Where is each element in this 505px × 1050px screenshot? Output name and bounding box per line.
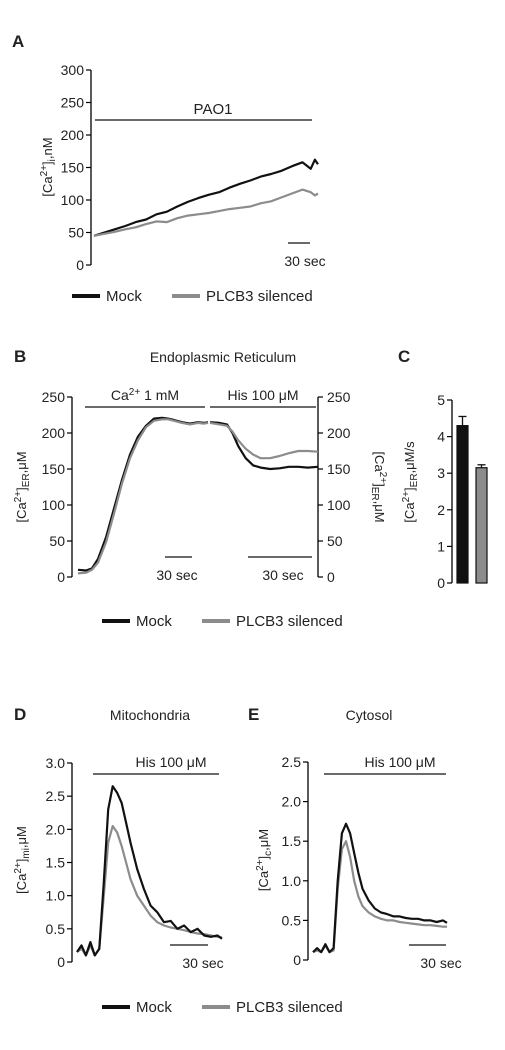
panel-e-y-tick-label: 2.5 bbox=[282, 754, 302, 770]
panel-d-series-mock bbox=[76, 785, 223, 957]
panel-letter-c: C bbox=[398, 347, 410, 366]
panel-b-seg1-scale-label: 30 sec bbox=[262, 567, 303, 583]
panel-b-left-y-tick-label: 250 bbox=[42, 389, 66, 405]
panel-e-y-tick-label: 1.0 bbox=[282, 873, 302, 889]
panel-b-seg0-scale-label: 30 sec bbox=[156, 567, 197, 583]
panel-a-y-tick-label: 0 bbox=[76, 257, 84, 273]
panel-e-scale-label: 30 sec bbox=[420, 955, 461, 971]
legend-mock-label: Mock bbox=[136, 999, 172, 1016]
panel-c-y-tick-label: 0 bbox=[437, 575, 445, 591]
panel-e-y-tick-label: 1.5 bbox=[282, 833, 302, 849]
panel-b-right-y-tick-label: 50 bbox=[327, 533, 343, 549]
panel-b-ylabel-left: [Ca2+]ER,μM bbox=[13, 451, 32, 522]
panel-a-stim-label: PAO1 bbox=[194, 101, 233, 118]
panel-c-y-tick-label: 3 bbox=[437, 465, 445, 481]
panel-e-stim-label: His 100 μM bbox=[364, 754, 435, 770]
panel-b-left-y-tick-label: 50 bbox=[49, 533, 65, 549]
panel-b-seg0-series-plcb3 bbox=[77, 418, 209, 575]
panel-letter-a: A bbox=[12, 32, 24, 51]
legend-plcb3-label: PLCB3 silenced bbox=[236, 613, 343, 630]
panel-d-series-plcb3 bbox=[76, 824, 223, 957]
panel-d-y-tick-label: 0.5 bbox=[46, 921, 66, 937]
panel-b-right-y-tick-label: 0 bbox=[327, 569, 335, 585]
legend-plcb3-label: PLCB3 silenced bbox=[206, 288, 313, 305]
panel-b-legend: Mock PLCB3 silenced bbox=[102, 613, 343, 630]
panel-c-y-tick-label: 5 bbox=[437, 392, 445, 408]
panel-e-series-plcb3 bbox=[312, 840, 447, 954]
panel-b-seg0-stim-label: Ca2+ 1 mM bbox=[111, 387, 179, 403]
panel-d-y-tick-label: 1.0 bbox=[46, 888, 66, 904]
panel-d-y-tick-label: 3.0 bbox=[46, 755, 66, 771]
panel-a-y-tick-label: 150 bbox=[61, 160, 85, 176]
panel-e-y-tick-label: 2.0 bbox=[282, 794, 302, 810]
panel-b-seg0-series-mock bbox=[77, 416, 209, 572]
panel-b-left-y-tick-label: 150 bbox=[42, 461, 66, 477]
panel-d-y-tick-label: 2.0 bbox=[46, 821, 66, 837]
panel-d-stim-label: His 100 μM bbox=[135, 754, 206, 770]
panel-a-y-tick-label: 250 bbox=[61, 95, 85, 111]
panel-letter-d: D bbox=[14, 705, 26, 724]
legend-mock-label: Mock bbox=[136, 613, 172, 630]
panel-b-seg1-series-mock bbox=[209, 421, 319, 471]
panel-b-title: Endoplasmic Reticulum bbox=[150, 349, 296, 365]
panel-e-title: Cytosol bbox=[346, 707, 393, 723]
panel-a-y-tick-label: 200 bbox=[61, 127, 85, 143]
panel-a-y-tick-label: 100 bbox=[61, 192, 85, 208]
panel-d-y-tick-label: 1.5 bbox=[46, 855, 66, 871]
panel-b-ylabel-right: [Ca2+]ER,μM bbox=[369, 451, 388, 522]
panel-a-y-tick-label: 300 bbox=[61, 62, 85, 78]
panel-d-ylabel: [Ca2+]mi,μM bbox=[13, 826, 32, 894]
panel-d-title: Mitochondria bbox=[110, 707, 190, 723]
panel-e-series-mock bbox=[312, 822, 448, 954]
panel-e-y-tick-label: 0 bbox=[293, 952, 301, 968]
panel-a-legend: Mock PLCB3 silenced bbox=[72, 288, 313, 305]
panel-d-y-tick-label: 0 bbox=[57, 954, 65, 970]
panel-a-ylabel: [Ca2+]i,nM bbox=[39, 137, 58, 196]
panel-d-scale-label: 30 sec bbox=[182, 955, 223, 971]
panel-c-y-tick-label: 2 bbox=[437, 502, 445, 518]
panel-b-right-y-tick-label: 200 bbox=[327, 425, 351, 441]
panel-b-left-y-tick-label: 0 bbox=[57, 569, 65, 585]
panel-a-series-mock bbox=[93, 158, 319, 237]
panel-c-bar-mock bbox=[456, 425, 469, 584]
panel-b-seg1-stim-label: His 100 μM bbox=[227, 387, 298, 403]
panel-b-right-y-tick-label: 150 bbox=[327, 461, 351, 477]
panel-b-left-y-tick-label: 200 bbox=[42, 425, 66, 441]
panel-a-scale-label: 30 sec bbox=[284, 253, 325, 269]
panel-letter-e: E bbox=[248, 705, 259, 724]
panel-e-y-tick-label: 0.5 bbox=[282, 912, 302, 928]
panel-c-y-tick-label: 4 bbox=[437, 429, 445, 445]
panel-b-right-y-tick-label: 250 bbox=[327, 389, 351, 405]
panel-b-seg1-series-plcb3 bbox=[209, 421, 319, 460]
panel-c-bar-plcb3 bbox=[475, 467, 488, 584]
panel-de-legend: Mock PLCB3 silenced bbox=[102, 999, 343, 1016]
legend-mock-label: Mock bbox=[106, 288, 142, 305]
panel-c-y-tick-label: 1 bbox=[437, 538, 445, 554]
panel-c-ylabel: [Ca2+]ER,μM/s bbox=[401, 441, 420, 523]
panel-b-left-y-tick-label: 100 bbox=[42, 497, 66, 513]
panel-b-right-y-tick-label: 100 bbox=[327, 497, 351, 513]
panel-a-y-tick-label: 50 bbox=[68, 225, 84, 241]
panel-a-series-plcb3 bbox=[93, 188, 319, 237]
panel-letter-b: B bbox=[14, 347, 26, 366]
legend-plcb3-label: PLCB3 silenced bbox=[236, 999, 343, 1016]
panel-d-y-tick-label: 2.5 bbox=[46, 788, 66, 804]
panel-e-ylabel: [Ca2+]c,μM bbox=[255, 829, 274, 891]
